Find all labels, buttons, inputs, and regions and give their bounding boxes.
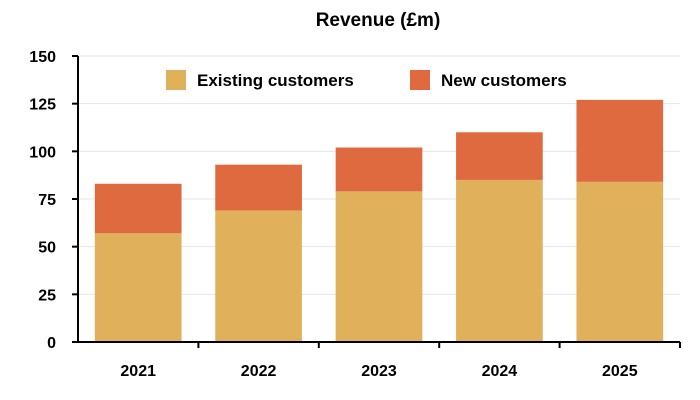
bar-existing-customers-2022 [215,210,302,342]
bars [94,99,664,342]
x-tick-label: 2023 [361,363,397,380]
x-tick-label: 2022 [241,363,277,380]
chart-title: Revenue (£m) [316,10,441,31]
bar-new-customers-2024 [456,132,543,180]
x-tick-label: 2025 [602,363,638,380]
legend-swatch [166,70,186,90]
legend-label: New customers [441,71,567,90]
bar-existing-customers-2024 [456,179,543,342]
legend-label: Existing customers [197,71,354,90]
y-tick-label: 125 [29,97,56,114]
legend: Existing customers New customers [166,70,567,90]
legend-swatch [410,70,430,90]
y-tick-label: 100 [29,144,56,161]
bar-existing-customers-2021 [94,233,182,342]
x-tick-label: 2021 [120,363,156,380]
y-tick-label: 25 [38,287,56,304]
y-tick-label: 75 [38,192,56,209]
bar-new-customers-2025 [576,99,664,182]
bar-existing-customers-2025 [576,181,664,342]
x-tick-label: 2024 [482,363,518,380]
axes: 0 25 50 75 100 125 150 2021 2022 2023 2024 2025 [29,49,681,380]
y-tick-label: 150 [29,49,56,66]
bar-new-customers-2023 [335,147,423,192]
bar-new-customers-2021 [94,183,182,234]
bar-new-customers-2022 [215,164,302,211]
bar-existing-customers-2023 [335,191,423,342]
y-tick-label: 50 [38,240,56,257]
y-tick-label: 0 [47,335,56,352]
